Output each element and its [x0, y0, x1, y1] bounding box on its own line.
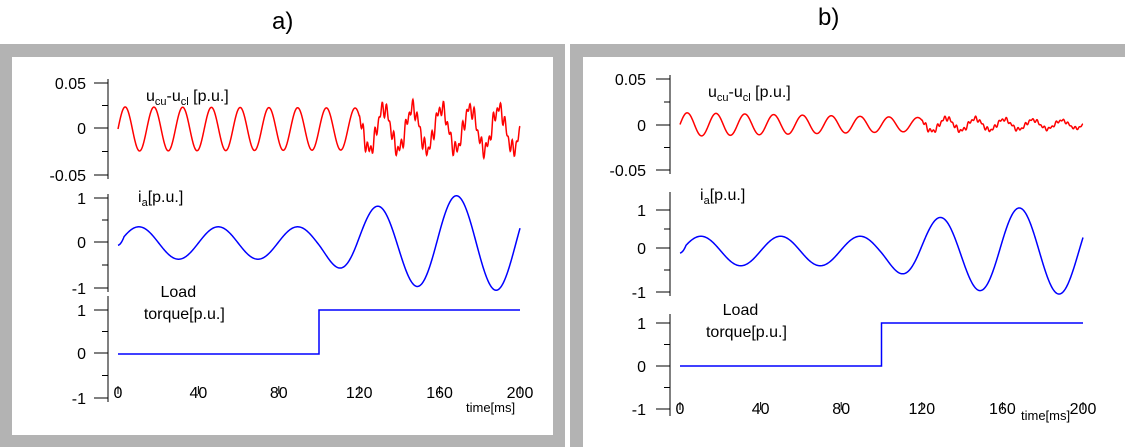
y-tick-label: 1: [77, 191, 86, 208]
y-tick-label: -1: [632, 285, 646, 302]
subplot-label-line: Load: [161, 284, 197, 301]
subplot-label: ucu-ucl [p.u.]: [708, 84, 791, 104]
x-tick-label: 80: [832, 401, 850, 418]
subplot-label: ia[p.u.]: [138, 189, 183, 209]
chart-a: 0.05 0 -0.05 ucu-ucl [p.u.] 1 0 -1 ia[p.u.] 1 0 -1…: [50, 76, 534, 415]
x-tick-label: 160: [989, 401, 1016, 418]
subplot-load-torque: 1 0 -1 Load torque[p.u.]: [72, 284, 520, 408]
y-tick-label: 0.05: [55, 76, 86, 93]
x-tick-label: 80: [270, 385, 288, 402]
x-tick-label: 0: [676, 401, 685, 418]
subplot-label-line: torque[p.u.]: [706, 324, 787, 341]
series-line-voltage: [679, 112, 1084, 137]
y-tick-label: 0: [637, 118, 646, 135]
y-tick-label: -1: [72, 391, 86, 408]
y-tick-label: 0: [77, 235, 86, 252]
y-tick-label: 0: [637, 241, 646, 258]
y-tick-label: -1: [72, 281, 86, 298]
x-tick-label: 120: [908, 401, 935, 418]
y-tick-label: 0.05: [615, 72, 646, 89]
y-tick-label: 1: [77, 303, 86, 320]
x-tick-label: 200: [1070, 401, 1097, 418]
subplot-label-line: torque[p.u.]: [144, 306, 225, 323]
subplot-label: ucu-ucl [p.u.]: [146, 88, 229, 108]
subplot-voltage: 0.05 0 -0.05 ucu-ucl [p.u.]: [50, 76, 521, 185]
x-axis-label: time[ms]: [1021, 408, 1070, 423]
x-tick-label: 0: [114, 385, 123, 402]
subplot-label-line: Load: [723, 302, 759, 319]
subplot-label: ia[p.u.]: [700, 187, 745, 207]
subplot-current: 1 0 -1 ia[p.u.]: [72, 189, 521, 298]
series-line-current: [117, 195, 521, 291]
subplot-load-torque: 1 0 -1 Load torque[p.u.]: [632, 302, 1083, 419]
x-tick-label: 200: [507, 385, 534, 402]
series-line-load-torque: [118, 309, 520, 355]
y-tick-label: 0: [77, 121, 86, 138]
series-line-voltage: [117, 97, 521, 161]
y-tick-label: 1: [637, 316, 646, 333]
subplot-current: 1 0 -1 ia[p.u.]: [632, 187, 1084, 302]
x-tick-label: 120: [346, 385, 373, 402]
y-tick-label: 1: [637, 203, 646, 220]
y-tick-label: -0.05: [610, 163, 647, 180]
x-tick-label: 40: [190, 385, 208, 402]
chart-b: 0.05 0 -0.05 ucu-ucl [p.u.] 1 0 -1 ia[p.u.] 1 0 -1…: [610, 72, 1097, 423]
subplot-voltage: 0.05 0 -0.05 ucu-ucl [p.u.]: [610, 72, 1084, 180]
x-tick-label: 160: [426, 385, 453, 402]
x-tick-label: 40: [752, 401, 770, 418]
series-line-current: [679, 207, 1084, 295]
y-tick-label: -1: [632, 402, 646, 419]
series-line-load-torque: [680, 322, 1083, 367]
x-axis-label: time[ms]: [466, 400, 515, 415]
y-tick-label: 0: [637, 359, 646, 376]
y-tick-label: 0: [77, 346, 86, 363]
panel-label-a: a): [272, 8, 294, 35]
y-tick-label: -0.05: [50, 168, 87, 185]
panel-label-b: b): [818, 4, 840, 31]
